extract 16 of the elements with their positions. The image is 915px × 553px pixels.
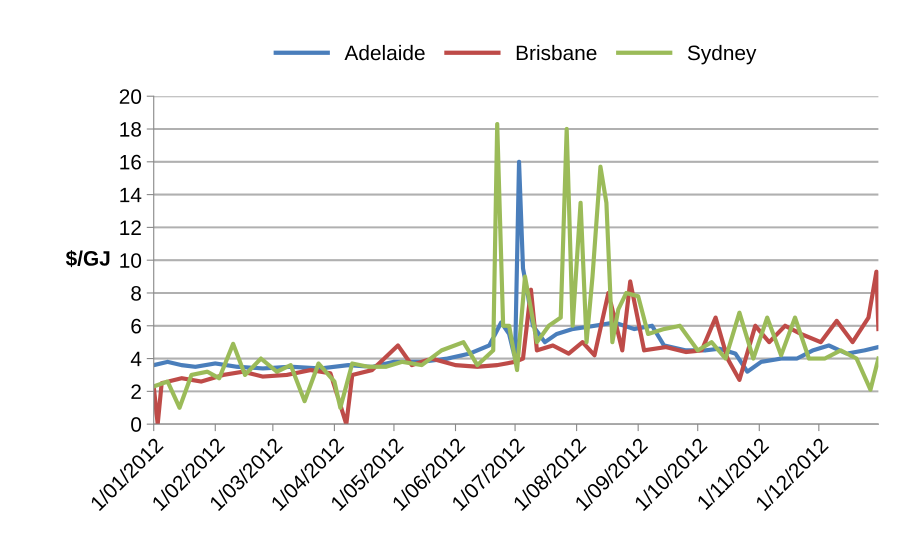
y-axis-title: $/GJ [66,250,110,268]
y-tick-label: 12 [120,220,141,235]
line-series [154,122,878,410]
y-tick-label: 4 [130,352,142,366]
legend-label: Brisbane [516,44,596,60]
y-tick-label: 6 [131,318,141,334]
y-tick-label: 20 [120,89,142,104]
y-tick-label: 14 [120,188,142,202]
y-tick-label: 18 [120,122,142,137]
y-tick-label: 2 [131,384,141,399]
y-tick-label: 0 [131,417,142,432]
legend-label: Adelaide [344,44,425,60]
y-tick-label: 8 [131,286,142,301]
y-tick-label: 16 [120,154,141,170]
legend-label: Sydney [688,44,756,64]
y-tick-label: 10 [120,253,142,268]
